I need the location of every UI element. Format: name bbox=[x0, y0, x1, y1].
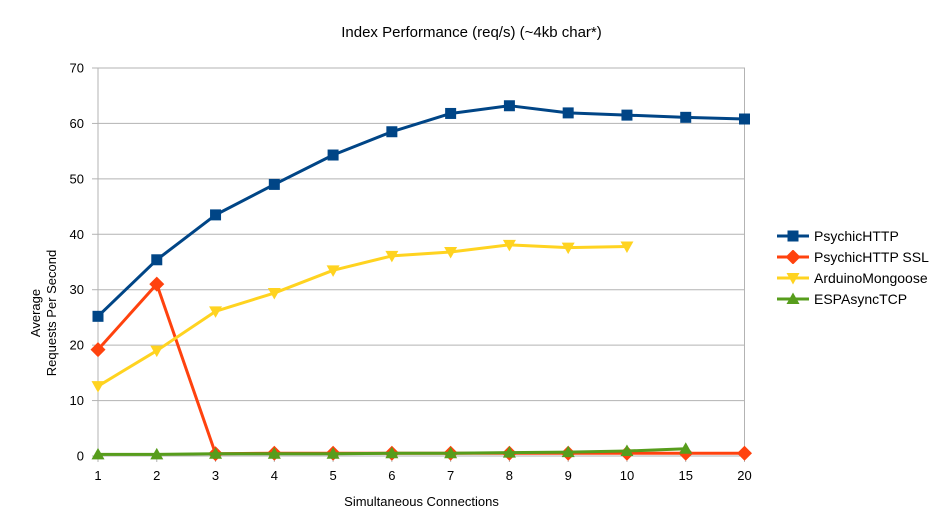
y-tick-label: 70 bbox=[70, 61, 84, 76]
series-marker-psychichttp bbox=[386, 126, 398, 138]
legend-marker-psychichttp-icon bbox=[777, 230, 809, 241]
y-tick-label: 40 bbox=[70, 227, 84, 242]
x-tick-label: 4 bbox=[271, 468, 278, 483]
chart-title: Index Performance (req/s) (~4kb char*) bbox=[341, 24, 602, 41]
series-marker-psychichttp bbox=[739, 113, 750, 125]
series-marker-arduinomongoose bbox=[561, 242, 575, 255]
plot-border bbox=[97, 67, 745, 457]
series-line-psychichttp bbox=[96, 104, 746, 318]
legend-marker-psychichttp-ssl-icon bbox=[777, 249, 809, 264]
y-tick-label: 20 bbox=[70, 338, 84, 353]
series-marker-psychichttp bbox=[621, 109, 633, 121]
series-marker-psychichttp bbox=[268, 178, 280, 190]
series-marker-psychichttp-ssl bbox=[737, 445, 752, 461]
series-marker-espasynctcp bbox=[91, 447, 105, 460]
series-marker-espasynctcp bbox=[444, 446, 458, 459]
x-tick-label: 2 bbox=[153, 468, 160, 483]
y-tick-label: 30 bbox=[70, 282, 84, 297]
series-marker-psychichttp bbox=[562, 107, 574, 119]
legend-marker-shape bbox=[786, 292, 800, 304]
legend-marker-espasynctcp-icon bbox=[777, 292, 809, 304]
x-tick-label: 5 bbox=[329, 468, 336, 483]
series-line-arduinomongoose bbox=[96, 243, 629, 388]
series-marker-psychichttp bbox=[210, 209, 222, 221]
series-marker-espasynctcp bbox=[267, 447, 281, 459]
series-marker-arduinomongoose bbox=[267, 288, 281, 300]
y-tick-label: 60 bbox=[70, 116, 84, 131]
series-marker-arduinomongoose bbox=[385, 250, 399, 263]
series-marker-psychichttp bbox=[151, 254, 163, 266]
legend-label: ArduinoMongoose bbox=[814, 269, 928, 286]
series-marker-espasynctcp bbox=[326, 447, 340, 459]
series-marker-arduinomongoose bbox=[150, 345, 164, 358]
y-tick-label: 50 bbox=[70, 171, 84, 186]
series-marker-arduinomongoose bbox=[444, 247, 458, 259]
x-tick-label: 8 bbox=[506, 468, 513, 483]
legend: PsychicHTTP PsychicHTTP SSL ArduinoMongo… bbox=[777, 225, 929, 309]
y-tick-label: 0 bbox=[77, 449, 84, 464]
x-tick-label: 1 bbox=[94, 468, 101, 483]
legend-item-psychichttp-ssl: PsychicHTTP SSL bbox=[777, 246, 929, 267]
series-marker-psychichttp bbox=[445, 107, 457, 119]
y-tick-label: 10 bbox=[70, 393, 84, 408]
legend-item-arduinomongoose: ArduinoMongoose bbox=[777, 267, 929, 288]
x-tick-label: 9 bbox=[565, 468, 572, 483]
legend-marker-arduinomongoose-icon bbox=[777, 272, 809, 284]
series-marker-psychichttp-ssl bbox=[90, 342, 106, 358]
x-tick-label: 7 bbox=[447, 468, 454, 483]
legend-marker-shape bbox=[786, 272, 800, 284]
legend-marker-shape bbox=[787, 230, 799, 241]
series-marker-psychichttp bbox=[92, 310, 104, 322]
x-tick-label: 3 bbox=[212, 468, 219, 483]
legend-label: PsychicHTTP SSL bbox=[814, 248, 929, 265]
legend-item-psychichttp: PsychicHTTP bbox=[777, 225, 929, 246]
x-tick-label: 20 bbox=[737, 468, 751, 483]
series-marker-psychichttp bbox=[503, 100, 515, 112]
series-marker-espasynctcp bbox=[209, 447, 223, 459]
x-axis-title: Simultaneous Connections bbox=[344, 494, 499, 509]
legend-item-espasynctcp: ESPAsyncTCP bbox=[777, 288, 929, 309]
series-marker-arduinomongoose bbox=[502, 239, 516, 252]
series-marker-psychichttp bbox=[680, 111, 692, 123]
series-marker-espasynctcp bbox=[561, 445, 575, 458]
legend-marker-shape bbox=[785, 249, 801, 264]
series-marker-arduinomongoose bbox=[91, 381, 105, 393]
legend-label: ESPAsyncTCP bbox=[814, 290, 908, 307]
series-marker-psychichttp bbox=[327, 149, 339, 161]
series-marker-espasynctcp bbox=[385, 446, 399, 459]
legend-label: PsychicHTTP bbox=[814, 227, 899, 244]
series-marker-arduinomongoose bbox=[209, 306, 223, 318]
x-tick-label: 15 bbox=[678, 468, 692, 483]
series-marker-espasynctcp bbox=[150, 447, 164, 460]
series-marker-psychichttp-ssl bbox=[149, 276, 165, 292]
x-tick-label: 6 bbox=[388, 468, 395, 483]
series-marker-espasynctcp bbox=[502, 446, 516, 458]
series-marker-espasynctcp bbox=[679, 442, 693, 454]
series-marker-arduinomongoose bbox=[326, 265, 340, 277]
x-tick-label: 10 bbox=[620, 468, 634, 483]
series-line-psychichttp-ssl bbox=[96, 282, 746, 456]
series-marker-espasynctcp bbox=[620, 444, 634, 457]
series-marker-arduinomongoose bbox=[620, 241, 634, 253]
